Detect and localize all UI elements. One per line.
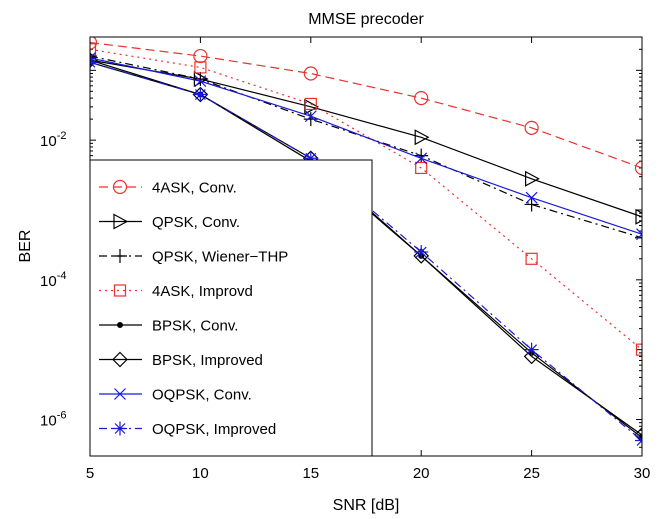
legend-entry: OQPSK, Improved	[99, 421, 276, 438]
legend-entry: QPSK, Wiener−THP	[99, 249, 288, 266]
data-point	[114, 388, 126, 400]
data-point	[113, 284, 127, 297]
x-tick-label: 5	[86, 465, 94, 482]
chart-title: MMSE precoder	[308, 11, 424, 28]
data-point	[117, 322, 123, 328]
data-point	[194, 61, 207, 74]
data-point	[414, 91, 429, 106]
data-point	[304, 110, 317, 123]
legend-entry: 4ASK, Improvd	[99, 283, 253, 300]
data-point	[525, 191, 538, 204]
data-point	[635, 230, 642, 245]
data-point	[112, 179, 128, 195]
data-point	[113, 213, 129, 230]
data-point	[90, 43, 97, 56]
legend-label: 4ASK, Conv.	[152, 180, 237, 197]
legend-label: BPSK, Conv.	[152, 318, 238, 335]
legend-label: 4ASK, Improvd	[152, 283, 253, 300]
data-point	[113, 421, 127, 436]
legend-label: OQPSK, Improved	[152, 421, 276, 438]
legend-entry: QPSK, Conv.	[99, 213, 240, 231]
data-point	[634, 427, 642, 443]
data-point	[524, 120, 539, 135]
y-axis-label: BER	[17, 230, 34, 263]
x-tick-label: 20	[413, 465, 430, 482]
legend-entry: BPSK, Conv.	[99, 318, 238, 335]
x-tick-label: 25	[523, 465, 540, 482]
data-point	[634, 160, 642, 176]
series-6	[90, 52, 642, 241]
series-line	[90, 57, 642, 235]
legend-box	[89, 159, 373, 457]
data-point	[193, 72, 208, 87]
data-point	[303, 112, 318, 127]
legend-entry: BPSK, Improved	[99, 351, 263, 369]
x-tick-label: 10	[192, 465, 209, 482]
data-point	[194, 75, 207, 88]
x-axis-ticks: 5 10 15 20 25 30	[86, 37, 651, 482]
series-layer	[90, 37, 642, 448]
data-point	[90, 52, 96, 64]
data-point	[113, 249, 127, 263]
series-line	[90, 61, 642, 441]
series-line	[90, 41, 642, 169]
data-point	[415, 152, 428, 165]
series-0	[90, 37, 642, 176]
data-point	[304, 97, 317, 111]
y-tick-label: 10-4	[40, 270, 66, 290]
data-point	[415, 161, 428, 175]
data-point	[112, 351, 128, 368]
x-tick-label: 15	[302, 465, 319, 482]
data-point	[90, 49, 97, 64]
legend-label: OQPSK, Conv.	[152, 387, 252, 404]
legend-entry: OQPSK, Conv.	[99, 387, 252, 404]
series-3	[90, 43, 642, 356]
data-point	[635, 343, 642, 356]
data-point	[90, 37, 98, 50]
legend-label: QPSK, Conv.	[152, 214, 240, 231]
legend: 4ASK, Conv. QPSK, Conv. QPSK, Wiener−THP 4A…	[89, 159, 373, 457]
data-point	[303, 151, 318, 166]
series-line	[90, 59, 642, 218]
data-point	[635, 208, 642, 225]
data-point	[525, 252, 538, 265]
data-point	[193, 48, 208, 64]
data-point	[524, 342, 539, 357]
data-point	[193, 87, 208, 102]
data-point	[525, 170, 540, 187]
legend-label: QPSK, Wiener−THP	[152, 249, 288, 266]
x-axis-label: SNR [dB]	[333, 497, 400, 514]
data-point	[636, 228, 642, 241]
legend-label: BPSK, Improved	[152, 352, 263, 369]
y-tick-label: 10-2	[40, 130, 66, 150]
y-tick-label: 10-6	[40, 409, 66, 429]
series-line	[90, 48, 642, 351]
legend-entry: 4ASK, Conv.	[99, 180, 237, 197]
series-7	[90, 55, 642, 448]
data-point	[413, 248, 430, 264]
data-point	[414, 129, 430, 146]
data-point	[524, 197, 539, 212]
data-point	[303, 66, 318, 81]
x-tick-label: 30	[634, 465, 651, 482]
data-point	[414, 148, 429, 163]
data-point	[414, 245, 429, 260]
